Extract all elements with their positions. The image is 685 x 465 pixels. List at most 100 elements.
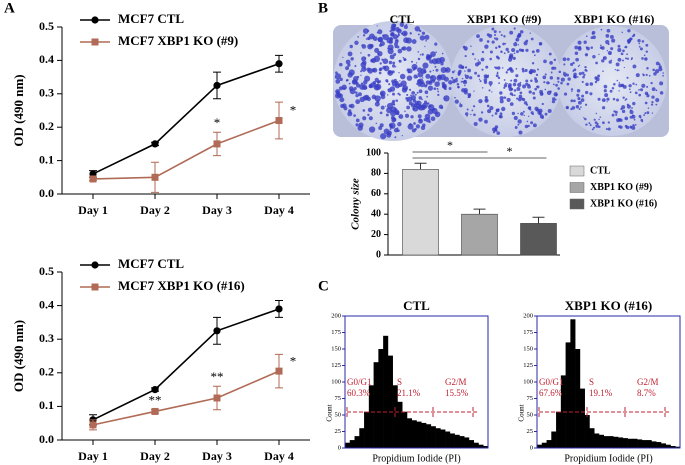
colony (495, 55, 499, 59)
colony (375, 122, 378, 125)
histogram-bar (675, 446, 681, 448)
colony (418, 96, 422, 100)
colony (534, 79, 539, 83)
colony (386, 94, 389, 96)
colony (652, 68, 655, 72)
y-tick-label: 100 (331, 378, 341, 385)
colony (528, 90, 532, 94)
colony (354, 40, 359, 45)
colony (601, 59, 605, 63)
colony (362, 34, 366, 37)
colony (440, 106, 444, 110)
colony (434, 42, 438, 46)
colony (530, 121, 534, 125)
colony (417, 33, 420, 36)
histogram-bar (468, 440, 474, 448)
colony (607, 50, 612, 56)
colony (350, 57, 354, 61)
colony (544, 73, 547, 76)
colony (393, 127, 399, 133)
colony (406, 99, 409, 102)
colony (487, 74, 490, 77)
y-axis-label: Count (326, 404, 334, 421)
y-tick-label: 0 (338, 444, 341, 451)
colony (464, 70, 466, 72)
colony (536, 68, 539, 71)
colony (582, 75, 585, 79)
colony (419, 81, 426, 88)
colony (630, 126, 633, 128)
colony (451, 76, 454, 80)
colony (380, 91, 384, 96)
y-tick-label: 0.1 (39, 398, 54, 412)
y-tick-label: 125 (523, 362, 533, 369)
colony (555, 93, 558, 96)
gate-label: S (397, 377, 402, 387)
colony (647, 107, 650, 109)
colony (584, 65, 587, 69)
colony (417, 71, 424, 78)
colony (651, 87, 656, 92)
colony (434, 81, 440, 87)
colony (489, 84, 492, 87)
colony (388, 83, 391, 86)
colony (605, 40, 610, 45)
colony (641, 120, 644, 123)
colony (477, 59, 480, 61)
colony (628, 88, 631, 91)
colony (406, 105, 410, 110)
colony (585, 90, 589, 95)
colony (549, 90, 552, 93)
gate-percent: 19.1% (589, 388, 613, 398)
colony (425, 55, 432, 61)
colony (611, 113, 615, 117)
histogram-bar (421, 422, 427, 448)
y-axis-label: OD (490 nm) (11, 320, 26, 392)
colony (595, 124, 599, 128)
colony (514, 41, 517, 44)
colony (492, 131, 496, 134)
colony (422, 62, 429, 69)
colony (570, 99, 574, 103)
colony (390, 32, 395, 37)
colony (549, 76, 554, 80)
legend-marker (91, 38, 99, 46)
histogram-bar (556, 411, 562, 448)
colony (516, 97, 519, 100)
series-line (92, 370, 280, 426)
colony (488, 81, 493, 86)
colony (635, 73, 640, 78)
colony (619, 125, 623, 129)
colony (471, 109, 474, 112)
colony (437, 90, 440, 93)
colony (557, 80, 560, 83)
colony (389, 128, 392, 131)
colony (501, 67, 504, 69)
colony (392, 117, 396, 120)
colony (470, 45, 472, 47)
y-tick-label: 175 (331, 329, 341, 336)
colony (513, 94, 516, 97)
colony (560, 77, 565, 82)
histogram-bar (608, 436, 614, 448)
colony (448, 80, 453, 85)
colony (646, 67, 649, 70)
colony (599, 116, 602, 118)
colony (412, 107, 415, 111)
colony (422, 123, 426, 128)
colony (347, 51, 353, 57)
colony (394, 39, 399, 44)
colony (613, 82, 616, 86)
colony (340, 103, 345, 109)
colony (432, 69, 434, 72)
colony (556, 76, 560, 80)
y-tick-label: 0.4 (39, 297, 54, 311)
colony (662, 72, 664, 74)
colony (617, 57, 622, 62)
colony (551, 100, 556, 104)
error-bar (414, 162, 427, 170)
colony (589, 124, 592, 127)
colony (391, 79, 395, 84)
colony (448, 87, 452, 90)
colony (360, 82, 363, 85)
